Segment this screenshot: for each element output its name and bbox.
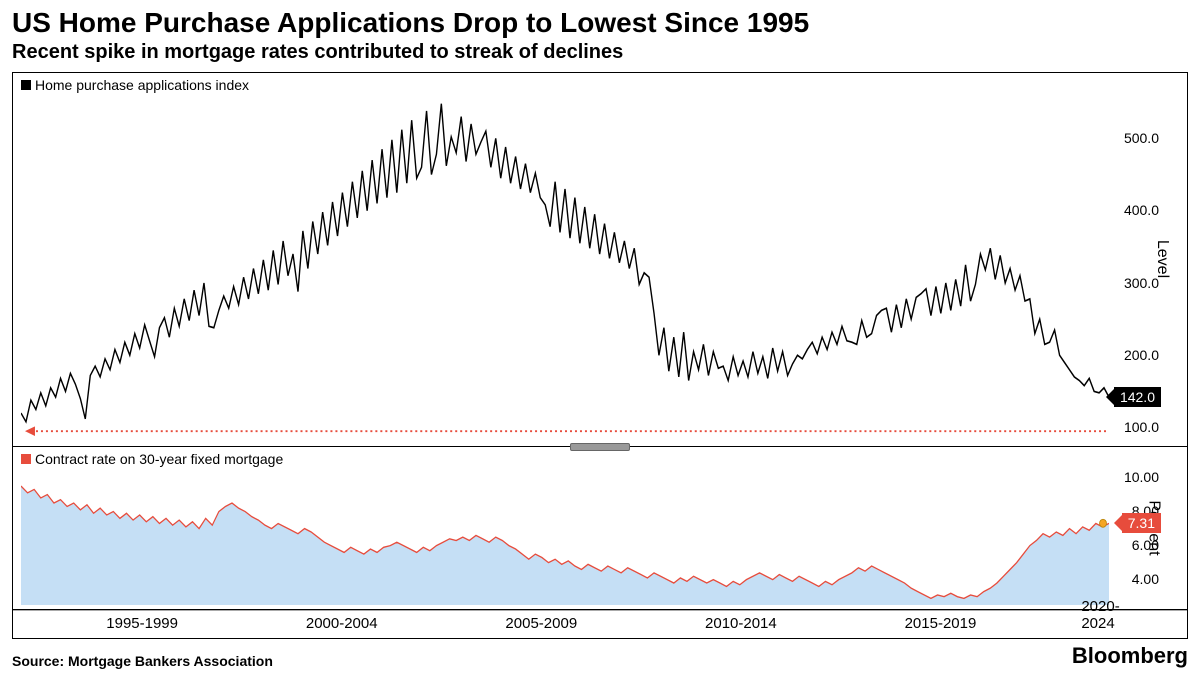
legend-swatch-bottom <box>21 454 31 464</box>
x-tick: 1995-1999 <box>106 615 178 632</box>
plot-top <box>21 95 1109 442</box>
x-axis: 1995-1999 2000-2004 2005-2009 2010-2014 2015… <box>13 610 1187 638</box>
y-tick-top: 200.0 <box>1124 347 1159 363</box>
y-tick-top: 300.0 <box>1124 275 1159 291</box>
x-tick: 2015-2019 <box>905 615 977 632</box>
chart-title: US Home Purchase Applications Drop to Lo… <box>12 8 1188 39</box>
legend-swatch-top <box>21 80 31 90</box>
x-tick: 2020-2024 <box>1081 598 1151 632</box>
brand-text: Bloomberg <box>1072 643 1188 669</box>
flag-bottom: 7.31 <box>1122 513 1161 533</box>
y-tick-bottom: 6.00 <box>1132 537 1159 553</box>
flag-top: 142.0 <box>1114 387 1161 407</box>
y-tick-top: 400.0 <box>1124 202 1159 218</box>
y-tick-top: 100.0 <box>1124 419 1159 435</box>
legend-label-top: Home purchase applications index <box>35 77 249 93</box>
legend-top: Home purchase applications index <box>21 77 249 93</box>
x-tick: 2000-2004 <box>306 615 378 632</box>
y-axis-label-top: Level <box>1153 240 1171 278</box>
panel-separator-handle[interactable] <box>570 443 630 451</box>
legend-label-bottom: Contract rate on 30-year fixed mortgage <box>35 451 283 467</box>
x-tick: 2005-2009 <box>505 615 577 632</box>
chart-area: Home purchase applications index Level 1… <box>12 72 1188 639</box>
source-text: Source: Mortgage Bankers Association <box>12 653 273 669</box>
y-tick-bottom: 4.00 <box>1132 571 1159 587</box>
plot-bottom <box>21 469 1109 605</box>
x-tick: 2010-2014 <box>705 615 777 632</box>
chart-subtitle: Recent spike in mortgage rates contribut… <box>12 41 1188 64</box>
legend-bottom: Contract rate on 30-year fixed mortgage <box>21 451 283 467</box>
y-tick-bottom: 10.00 <box>1124 469 1159 485</box>
panel-rates: Contract rate on 30-year fixed mortgage … <box>13 447 1187 610</box>
y-tick-top: 500.0 <box>1124 130 1159 146</box>
panel-applications: Home purchase applications index Level 1… <box>13 73 1187 447</box>
